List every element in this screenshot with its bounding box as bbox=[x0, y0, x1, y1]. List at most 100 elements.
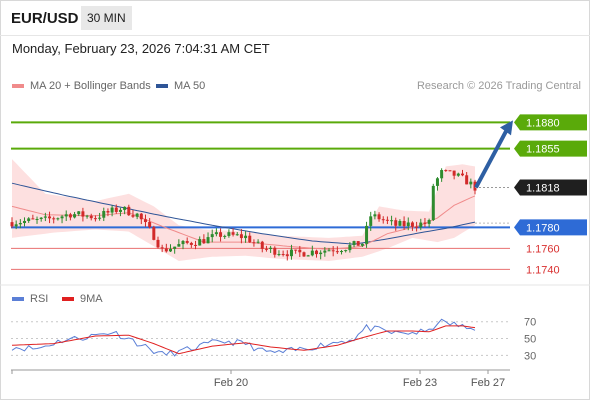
candle-body bbox=[31, 218, 35, 220]
candle-body bbox=[252, 242, 256, 244]
legend-rsi-label: RSI bbox=[30, 293, 49, 305]
candle-body bbox=[402, 221, 406, 227]
resistance-label-0-text: 1.1880 bbox=[526, 117, 560, 129]
x-tick-label: Feb 20 bbox=[214, 377, 248, 389]
candle-body bbox=[14, 224, 18, 227]
chart-header: EUR/USD 30 MIN bbox=[0, 0, 590, 36]
rsi-line bbox=[11, 318, 476, 357]
current-price-label: 1.1818 bbox=[514, 179, 587, 196]
pivot-label-2-text: 1.1780 bbox=[526, 222, 560, 234]
ma20-line bbox=[11, 195, 476, 250]
candle-body bbox=[114, 207, 118, 212]
projection-arrowhead bbox=[500, 120, 513, 136]
candle-body bbox=[127, 206, 131, 216]
candle-body bbox=[360, 243, 364, 246]
candle-body bbox=[85, 215, 89, 217]
instrument-pair: EUR/USD bbox=[11, 10, 79, 27]
candle-body bbox=[294, 249, 298, 251]
candle-body bbox=[356, 241, 360, 246]
candle-body bbox=[419, 222, 423, 228]
rsi-ma-swatch bbox=[62, 297, 74, 301]
candle-body bbox=[277, 254, 281, 256]
candle-body bbox=[89, 215, 93, 219]
candle-body bbox=[214, 232, 218, 235]
candle-body bbox=[160, 247, 164, 249]
candle-body bbox=[135, 213, 139, 217]
candle-body bbox=[319, 252, 323, 255]
candle-body bbox=[77, 211, 81, 215]
projection-arrow-shaft bbox=[474, 130, 508, 189]
candle-body bbox=[348, 245, 352, 251]
legend-ma50-label: MA 50 bbox=[174, 80, 206, 92]
legend-ma20-label: MA 20 + Bollinger Bands bbox=[30, 80, 151, 92]
candle-body bbox=[281, 254, 285, 256]
candle-body bbox=[210, 234, 214, 238]
candle-body bbox=[118, 209, 122, 212]
candle-body bbox=[235, 234, 239, 236]
rsi-ma-line bbox=[11, 325, 476, 355]
candle-body bbox=[306, 255, 310, 257]
candle-body bbox=[48, 216, 52, 219]
candle-body bbox=[156, 239, 160, 248]
rsi-tick-label: 70 bbox=[524, 317, 536, 329]
candle-body bbox=[223, 235, 227, 237]
candle-body bbox=[256, 241, 260, 243]
candle-body bbox=[440, 170, 444, 179]
candle-body bbox=[198, 239, 202, 246]
candle-body bbox=[264, 248, 268, 250]
candle-body bbox=[385, 219, 389, 221]
candle-body bbox=[164, 248, 168, 252]
candle-body bbox=[244, 235, 248, 239]
bollinger-band bbox=[12, 159, 475, 261]
candle-body bbox=[64, 214, 68, 217]
candle-body bbox=[373, 214, 377, 217]
candle-body bbox=[123, 206, 127, 210]
candle-body bbox=[173, 246, 177, 249]
candle-body bbox=[194, 244, 198, 246]
candle-body bbox=[369, 216, 373, 226]
chart-datetime: Monday, February 23, 2026 7:04:31 AM CET bbox=[12, 41, 270, 56]
candle-body bbox=[73, 214, 77, 218]
candle-body bbox=[331, 250, 335, 252]
candle-body bbox=[10, 222, 14, 227]
timeframe-badge[interactable]: 30 MIN bbox=[81, 6, 132, 30]
candle-body bbox=[410, 222, 414, 227]
x-tick-label: Feb 23 bbox=[403, 377, 437, 389]
candle-body bbox=[285, 254, 289, 257]
candle-body bbox=[110, 207, 114, 213]
ma20-swatch bbox=[12, 84, 24, 88]
candle-body bbox=[52, 218, 56, 220]
candle-body bbox=[289, 249, 293, 257]
candle-body bbox=[390, 220, 394, 222]
rsi-tick-label: 50 bbox=[524, 334, 536, 346]
candle-body bbox=[465, 175, 469, 185]
candle-body bbox=[143, 219, 147, 223]
support-label-3: 1.1760 bbox=[526, 243, 560, 255]
candle-body bbox=[323, 250, 327, 253]
candle-body bbox=[169, 248, 173, 252]
candle-body bbox=[152, 227, 156, 240]
candle-body bbox=[469, 181, 473, 185]
candle-body bbox=[448, 170, 452, 172]
candle-body bbox=[231, 232, 235, 235]
candle-body bbox=[444, 170, 448, 172]
candle-body bbox=[406, 222, 410, 227]
candle-body bbox=[181, 240, 185, 245]
candle-body bbox=[68, 214, 72, 218]
candle-body bbox=[435, 178, 439, 186]
candle-body bbox=[352, 241, 356, 246]
ma50-line bbox=[11, 182, 476, 245]
candle-body bbox=[365, 225, 369, 244]
candle-body bbox=[227, 232, 231, 236]
candle-body bbox=[202, 239, 206, 244]
candle-body bbox=[102, 211, 106, 218]
candle-body bbox=[310, 250, 314, 256]
candle-body bbox=[340, 251, 344, 253]
candle-body bbox=[381, 219, 385, 221]
candle-body bbox=[239, 234, 243, 239]
candle-body bbox=[23, 220, 27, 224]
candle-body bbox=[131, 215, 135, 217]
candle-body bbox=[335, 251, 339, 253]
candles bbox=[10, 168, 477, 261]
